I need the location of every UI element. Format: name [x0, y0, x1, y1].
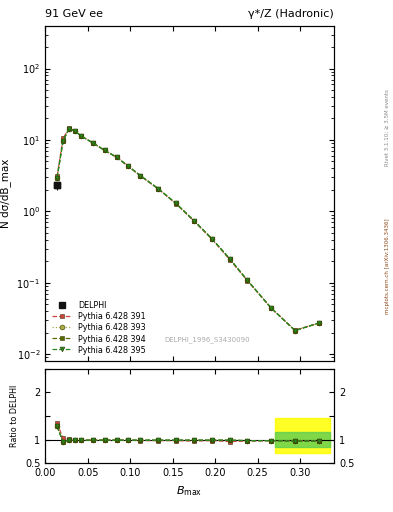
- Pythia 6.428 393: [245, 278, 250, 284]
- Pythia 6.428 395: [209, 236, 214, 242]
- Pythia 6.428 391: [245, 278, 250, 284]
- Pythia 6.428 395: [73, 128, 77, 134]
- Pythia 6.428 391: [102, 147, 107, 154]
- Pythia 6.428 391: [114, 154, 119, 160]
- Pythia 6.428 395: [316, 320, 321, 326]
- Pythia 6.428 393: [102, 147, 107, 154]
- Pythia 6.428 391: [126, 163, 131, 169]
- Pythia 6.428 395: [79, 133, 83, 139]
- Pythia 6.428 391: [67, 125, 72, 132]
- Pythia 6.428 393: [227, 255, 232, 262]
- Pythia 6.428 391: [316, 320, 321, 326]
- Pythia 6.428 395: [90, 140, 95, 146]
- Pythia 6.428 394: [245, 278, 250, 284]
- Y-axis label: Ratio to DELPHI: Ratio to DELPHI: [10, 385, 19, 447]
- Text: Rivet 3.1.10; ≥ 3.5M events: Rivet 3.1.10; ≥ 3.5M events: [385, 90, 389, 166]
- Pythia 6.428 391: [156, 186, 161, 192]
- Pythia 6.428 393: [174, 200, 178, 206]
- Pythia 6.428 393: [67, 125, 72, 132]
- Pythia 6.428 391: [174, 201, 178, 207]
- Pythia 6.428 394: [61, 138, 65, 144]
- Pythia 6.428 395: [245, 278, 250, 284]
- Pythia 6.428 395: [227, 255, 232, 262]
- Pythia 6.428 391: [293, 327, 298, 333]
- Text: 91 GeV ee: 91 GeV ee: [45, 9, 103, 19]
- X-axis label: $B_\mathrm{max}$: $B_\mathrm{max}$: [176, 484, 203, 498]
- Pythia 6.428 395: [156, 185, 161, 191]
- Pythia 6.428 391: [191, 218, 196, 224]
- Pythia 6.428 394: [90, 140, 95, 146]
- Text: γ*/Z (Hadronic): γ*/Z (Hadronic): [248, 9, 334, 19]
- Pythia 6.428 395: [126, 163, 131, 169]
- Line: Pythia 6.428 391: Pythia 6.428 391: [55, 126, 321, 333]
- Legend: DELPHI, Pythia 6.428 391, Pythia 6.428 393, Pythia 6.428 394, Pythia 6.428 395: DELPHI, Pythia 6.428 391, Pythia 6.428 3…: [49, 299, 149, 357]
- Pythia 6.428 393: [55, 175, 59, 181]
- Pythia 6.428 391: [55, 173, 59, 179]
- Pythia 6.428 394: [191, 218, 196, 224]
- Pythia 6.428 394: [67, 125, 72, 132]
- Pythia 6.428 393: [269, 305, 274, 311]
- Pythia 6.428 394: [79, 133, 83, 139]
- Pythia 6.428 395: [269, 305, 274, 311]
- Pythia 6.428 395: [55, 175, 59, 181]
- Pythia 6.428 394: [138, 173, 143, 179]
- Pythia 6.428 395: [114, 154, 119, 160]
- Pythia 6.428 394: [174, 200, 178, 206]
- Pythia 6.428 393: [156, 185, 161, 191]
- Pythia 6.428 391: [209, 236, 214, 242]
- Pythia 6.428 393: [209, 236, 214, 242]
- Pythia 6.428 394: [316, 320, 321, 326]
- Pythia 6.428 393: [61, 138, 65, 144]
- Pythia 6.428 393: [90, 140, 95, 146]
- Line: Pythia 6.428 393: Pythia 6.428 393: [55, 126, 321, 333]
- Pythia 6.428 394: [293, 328, 298, 334]
- Pythia 6.428 391: [90, 140, 95, 146]
- Pythia 6.428 391: [79, 133, 83, 139]
- Pythia 6.428 394: [269, 305, 274, 311]
- Y-axis label: N dσ/dB_max: N dσ/dB_max: [0, 159, 11, 228]
- Pythia 6.428 395: [67, 125, 72, 132]
- Pythia 6.428 394: [114, 154, 119, 160]
- Pythia 6.428 393: [293, 328, 298, 334]
- Pythia 6.428 393: [114, 154, 119, 160]
- Pythia 6.428 393: [138, 173, 143, 179]
- Pythia 6.428 393: [79, 133, 83, 139]
- Pythia 6.428 394: [102, 147, 107, 154]
- Text: DELPHI_1996_S3430090: DELPHI_1996_S3430090: [164, 336, 250, 343]
- Pythia 6.428 395: [102, 147, 107, 154]
- Pythia 6.428 394: [55, 175, 59, 181]
- Pythia 6.428 393: [73, 128, 77, 134]
- Pythia 6.428 391: [73, 128, 77, 134]
- Pythia 6.428 391: [227, 257, 232, 263]
- Pythia 6.428 394: [227, 255, 232, 262]
- Pythia 6.428 391: [61, 135, 65, 141]
- Pythia 6.428 394: [156, 185, 161, 191]
- Pythia 6.428 394: [73, 128, 77, 134]
- Pythia 6.428 391: [138, 173, 143, 179]
- Pythia 6.428 395: [191, 218, 196, 224]
- Pythia 6.428 393: [126, 163, 131, 169]
- Pythia 6.428 395: [293, 328, 298, 334]
- Pythia 6.428 394: [209, 236, 214, 242]
- Pythia 6.428 395: [61, 138, 65, 144]
- Pythia 6.428 393: [191, 218, 196, 224]
- Line: Pythia 6.428 394: Pythia 6.428 394: [55, 126, 321, 333]
- Pythia 6.428 395: [174, 200, 178, 206]
- Pythia 6.428 393: [316, 320, 321, 326]
- Pythia 6.428 395: [138, 173, 143, 179]
- Line: Pythia 6.428 395: Pythia 6.428 395: [55, 126, 321, 333]
- Text: mcplots.cern.ch [arXiv:1306.3436]: mcplots.cern.ch [arXiv:1306.3436]: [385, 219, 389, 314]
- Pythia 6.428 394: [126, 163, 131, 169]
- Pythia 6.428 391: [269, 305, 274, 311]
